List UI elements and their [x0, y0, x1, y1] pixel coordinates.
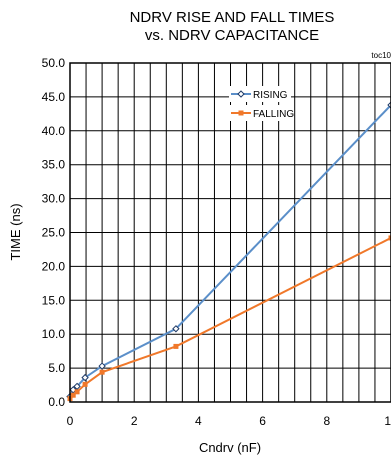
y-tick-label: 25.0	[42, 226, 66, 240]
legend-marker-falling	[238, 110, 244, 116]
y-tick-label: 50.0	[42, 56, 66, 70]
y-tick-label: 10.0	[42, 327, 66, 341]
y-tick-label: 40.0	[42, 124, 66, 138]
chart-tag: toc10	[371, 51, 391, 60]
y-tick-label: 0.0	[48, 395, 65, 409]
point-marker-falling	[99, 369, 105, 375]
legend-marker-rising	[237, 90, 245, 98]
point-marker-rising	[98, 362, 106, 370]
point-marker-falling	[74, 389, 80, 395]
series-group	[66, 101, 391, 402]
legend-background	[229, 105, 291, 121]
point-marker-falling	[173, 343, 179, 349]
x-tick-label: 4	[195, 414, 202, 428]
x-axis-label: Cndrv (nF)	[199, 440, 261, 455]
x-tick-label: 8	[323, 414, 330, 428]
plot-frame	[69, 62, 391, 403]
x-tick-label: 10	[384, 414, 391, 428]
point-marker-falling	[70, 392, 76, 398]
y-tick-label: 5.0	[48, 361, 65, 375]
y-tick-label: 15.0	[42, 293, 66, 307]
point-marker-falling	[388, 235, 391, 241]
y-tick-label: 30.0	[42, 192, 66, 206]
chart-subtitle: vs. NDRV CAPACITANCE	[145, 27, 319, 44]
legend-label-rising: RISING	[253, 90, 288, 101]
point-marker-rising	[81, 373, 89, 382]
y-tick-label: 45.0	[42, 90, 66, 104]
y-axis-label: TIME (ns)	[8, 203, 23, 260]
y-tick-label: 35.0	[42, 158, 66, 172]
chart-title: NDRV RISE AND FALL TIMES	[130, 9, 335, 26]
legend: RISING FALLING	[229, 86, 294, 121]
legend-background	[229, 86, 291, 102]
y-tick-label: 20.0	[42, 259, 66, 273]
x-tick-label: 0	[67, 414, 74, 428]
x-tick-label: 2	[131, 414, 138, 428]
point-marker-rising	[172, 325, 180, 333]
tick-labels: 0.0 5.0 10.0 15.0 20.0 25.0 30.0 35.0 40.0 45.0 50…	[42, 56, 391, 428]
x-tick-label: 6	[259, 414, 266, 428]
legend-label-falling: FALLING	[253, 109, 294, 120]
point-marker-falling	[82, 381, 88, 387]
